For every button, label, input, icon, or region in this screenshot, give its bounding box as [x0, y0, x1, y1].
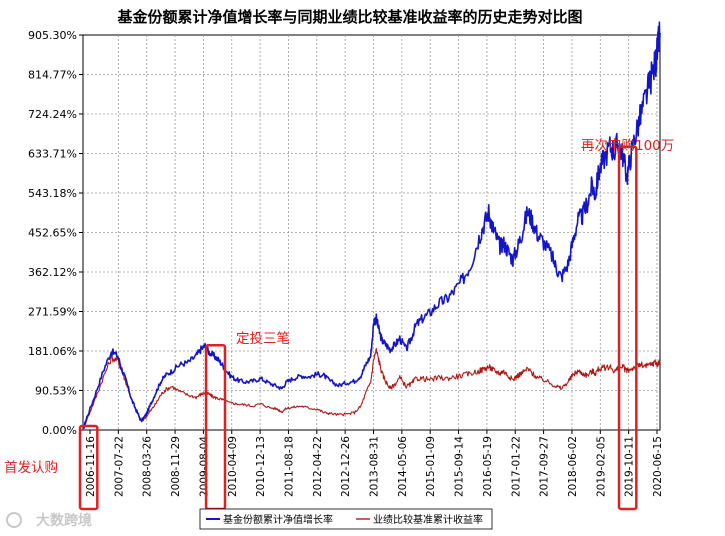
x-tick-label: 2010-12-13 — [255, 436, 267, 497]
legend-label: 基金份额累计净值增长率 — [223, 513, 333, 526]
x-tick-label: 2007-07-22 — [113, 436, 125, 497]
watermark: 大数跨境 — [6, 512, 92, 529]
y-tick-label: 271.59% — [28, 306, 77, 319]
legend-label: 业绩比较基准累计收益率 — [373, 513, 483, 526]
annotation-label: 首发认购 — [4, 460, 58, 476]
y-tick-label: 633.71% — [28, 148, 77, 161]
x-tick-label: 2006-11-16 — [85, 436, 97, 497]
annotation-label: 再次申购100万 — [581, 138, 674, 154]
x-tick-label: 2013-08-31 — [369, 436, 381, 497]
chart-grid — [82, 34, 661, 431]
x-tick-label: 2012-04-22 — [312, 436, 324, 497]
x-tick-label: 2020-06-15 — [652, 436, 664, 497]
x-tick-label: 2017-01-22 — [510, 436, 522, 497]
y-axis: 0.00% 90.53% 181.06% 271.59% 362.12% 452.65% 5… — [28, 29, 83, 437]
x-tick-label: 2018-06-02 — [567, 436, 579, 497]
annotation-box — [617, 145, 638, 511]
x-tick-label: 2015-01-09 — [425, 436, 437, 497]
x-tick-label: 2012-12-26 — [340, 436, 352, 497]
y-tick-label: 905.30% — [28, 29, 77, 42]
series-line-1 — [82, 348, 661, 431]
x-tick-label: 2010-04-09 — [227, 436, 239, 497]
x-tick-label: 2019-02-05 — [595, 436, 607, 497]
annotation-box — [78, 424, 99, 511]
y-tick-label: 814.77% — [28, 69, 77, 82]
x-tick-label: 2014-05-06 — [397, 436, 409, 497]
chart-series — [82, 21, 661, 431]
x-tick-label: 2019-10-11 — [624, 436, 636, 497]
x-tick-label: 2017-09-27 — [539, 436, 551, 497]
y-tick-label: 362.12% — [28, 266, 77, 279]
y-tick-label: 0.00% — [42, 424, 77, 437]
x-tick-label: 2008-03-26 — [142, 436, 154, 497]
x-axis: 2006-11-16 2007-07-22 2008-03-26 2008-11-29… — [85, 430, 664, 497]
chart-title: 基金份额累计净值增长率与同期业绩比较基准收益率的历史走势对比图 — [116, 8, 582, 26]
legend-box — [199, 508, 493, 530]
y-tick-label: 90.53% — [35, 385, 77, 398]
watermark-logo-icon — [6, 512, 22, 528]
x-tick-label: 2016-05-19 — [482, 436, 494, 497]
y-tick-label: 724.24% — [28, 108, 77, 121]
series-line-0 — [82, 21, 661, 430]
x-tick-label: 2008-11-29 — [170, 436, 182, 497]
y-tick-label: 452.65% — [28, 227, 77, 240]
y-tick-label: 543.18% — [28, 187, 77, 200]
x-tick-label: 2009-08-04 — [198, 436, 210, 497]
legend: 基金份额累计净值增长率 业绩比较基准累计收益率 — [199, 508, 493, 530]
y-tick-label: 181.06% — [28, 345, 77, 358]
annotation-label: 定投三笔 — [236, 331, 290, 347]
x-tick-label: 2015-09-14 — [454, 436, 466, 497]
annotations: 首发认购 定投三笔 再次申购100万 — [4, 138, 674, 511]
x-tick-label: 2011-08-18 — [283, 436, 295, 497]
watermark-text: 大数跨境 — [36, 512, 92, 529]
